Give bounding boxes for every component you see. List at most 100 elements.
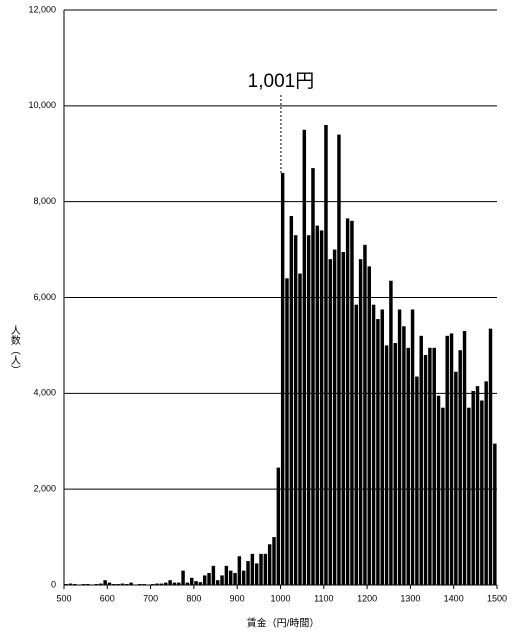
bar bbox=[181, 570, 185, 585]
bar bbox=[207, 573, 211, 585]
y-tick-label: 4,000 bbox=[33, 388, 56, 398]
bar bbox=[367, 266, 371, 585]
bar bbox=[120, 583, 125, 585]
bar bbox=[380, 309, 384, 585]
bar bbox=[432, 347, 436, 585]
bar bbox=[449, 333, 454, 585]
bar bbox=[345, 218, 350, 585]
bar bbox=[415, 376, 419, 585]
bar bbox=[462, 331, 467, 585]
bar bbox=[393, 343, 397, 585]
bar bbox=[315, 225, 320, 585]
bar bbox=[350, 220, 354, 586]
x-axis-label: 賃金（円/時間） bbox=[247, 617, 320, 630]
bar bbox=[328, 259, 333, 585]
annotation-label: 1,001円 bbox=[248, 71, 315, 92]
bar bbox=[263, 553, 268, 585]
bar bbox=[302, 129, 307, 585]
bar bbox=[246, 561, 250, 585]
bar bbox=[471, 390, 475, 585]
bar bbox=[484, 381, 488, 585]
y-tick-label: 2,000 bbox=[33, 484, 56, 494]
bar bbox=[228, 570, 233, 585]
bar bbox=[376, 319, 380, 585]
x-tick-label: 1300 bbox=[400, 593, 420, 603]
bar bbox=[298, 273, 302, 585]
x-tick-label: 1000 bbox=[270, 593, 290, 603]
bar bbox=[172, 582, 177, 585]
bar bbox=[185, 582, 190, 585]
bar bbox=[129, 582, 133, 585]
bar bbox=[341, 251, 346, 585]
bar bbox=[458, 350, 462, 585]
bar bbox=[436, 395, 441, 585]
bar bbox=[280, 172, 285, 585]
bar bbox=[177, 582, 181, 585]
bar bbox=[389, 280, 393, 585]
bar bbox=[215, 580, 220, 585]
bar bbox=[168, 580, 172, 585]
bar bbox=[493, 443, 497, 585]
bar bbox=[332, 249, 337, 586]
bar bbox=[155, 583, 159, 585]
bar bbox=[384, 345, 389, 585]
y-tick-label: 6,000 bbox=[33, 292, 56, 302]
bar bbox=[445, 335, 449, 585]
bar bbox=[103, 580, 107, 585]
bar bbox=[467, 407, 471, 585]
bar bbox=[250, 553, 255, 585]
bar bbox=[397, 309, 402, 585]
y-tick-label: 10,000 bbox=[28, 100, 56, 110]
x-tick-label: 900 bbox=[230, 593, 245, 603]
bar bbox=[276, 467, 281, 585]
bar bbox=[311, 168, 315, 585]
bar bbox=[224, 565, 229, 585]
bar bbox=[358, 259, 363, 585]
bar bbox=[371, 304, 376, 585]
x-tick-label: 700 bbox=[143, 593, 158, 603]
bar bbox=[480, 400, 484, 585]
x-tick-label: 1500 bbox=[487, 593, 507, 603]
bar bbox=[254, 563, 259, 585]
bar bbox=[319, 230, 324, 585]
x-tick-label: 600 bbox=[100, 593, 115, 603]
bar bbox=[428, 347, 432, 585]
bar bbox=[233, 573, 237, 585]
bar bbox=[211, 565, 216, 585]
bar bbox=[363, 244, 367, 585]
y-tick-label: 0 bbox=[51, 579, 56, 589]
bar bbox=[475, 386, 480, 585]
bar bbox=[406, 347, 410, 585]
bar bbox=[285, 278, 289, 585]
bar bbox=[99, 583, 103, 585]
bar bbox=[402, 326, 406, 585]
bar bbox=[237, 556, 242, 585]
bar bbox=[259, 553, 263, 585]
bar bbox=[68, 583, 73, 585]
y-tick-label: 12,000 bbox=[28, 4, 56, 14]
bar bbox=[190, 577, 194, 585]
x-tick-label: 500 bbox=[56, 593, 71, 603]
x-tick-label: 1200 bbox=[357, 593, 377, 603]
bar bbox=[202, 575, 207, 585]
bar bbox=[220, 575, 224, 585]
y-axis-label: 人数（人） bbox=[8, 325, 20, 375]
bar bbox=[354, 304, 359, 585]
x-tick-label: 1100 bbox=[314, 593, 333, 603]
bar bbox=[488, 328, 493, 585]
y-tick-label: 8,000 bbox=[33, 196, 56, 206]
bar bbox=[337, 134, 341, 586]
bar bbox=[293, 235, 298, 586]
bar bbox=[306, 235, 311, 586]
bar bbox=[423, 355, 428, 585]
bar bbox=[410, 309, 415, 585]
bar bbox=[324, 125, 328, 585]
bar bbox=[289, 216, 294, 585]
bar bbox=[454, 371, 458, 585]
bar bbox=[194, 581, 198, 585]
bar bbox=[272, 537, 276, 585]
bar bbox=[267, 544, 272, 585]
bar bbox=[107, 582, 112, 585]
x-tick-label: 800 bbox=[186, 593, 201, 603]
